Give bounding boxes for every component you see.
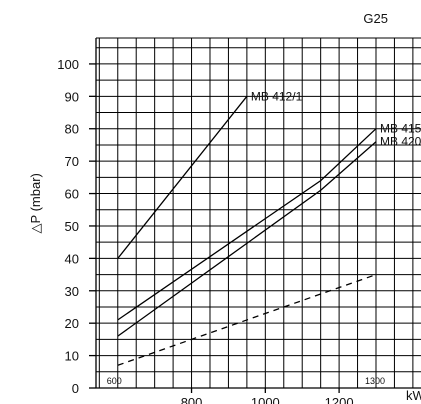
series-line <box>117 273 377 366</box>
labels: G25 △P (mbar) kW 0 10 20 30 40 50 60 70 80 90 100 8… <box>28 11 421 404</box>
chart-title: G25 <box>363 11 388 26</box>
y-tick-label: 80 <box>65 122 79 137</box>
series-label: MB 412/1 <box>251 89 303 103</box>
y-tick-label: 0 <box>72 381 79 396</box>
y-tick-label: 50 <box>65 219 79 234</box>
y-tick-label: 40 <box>65 251 79 266</box>
series-line <box>117 95 248 259</box>
series-lines <box>117 95 377 366</box>
y-tick-label: 10 <box>65 349 79 364</box>
series-line <box>117 141 377 337</box>
x-tick-label: 1200 <box>325 395 354 404</box>
series-label: MB 420/ <box>380 135 421 149</box>
y-tick-label: 90 <box>65 89 79 104</box>
y-tick-label: 20 <box>65 316 79 331</box>
axes <box>89 38 421 393</box>
x-axis-label: kW <box>406 388 421 403</box>
range-label: 1300 <box>365 376 385 386</box>
series-line <box>117 128 377 321</box>
range-label: 600 <box>107 376 122 386</box>
y-tick-label: 100 <box>57 57 79 72</box>
x-tick-label: 800 <box>181 395 203 404</box>
series-label: MB 415/ <box>380 122 421 136</box>
y-tick-label: 30 <box>65 284 79 299</box>
y-tick-label: 60 <box>65 187 79 202</box>
y-axis-label: △P (mbar) <box>28 173 43 233</box>
x-tick-label: 1000 <box>251 395 280 404</box>
y-tick-label: 70 <box>65 154 79 169</box>
